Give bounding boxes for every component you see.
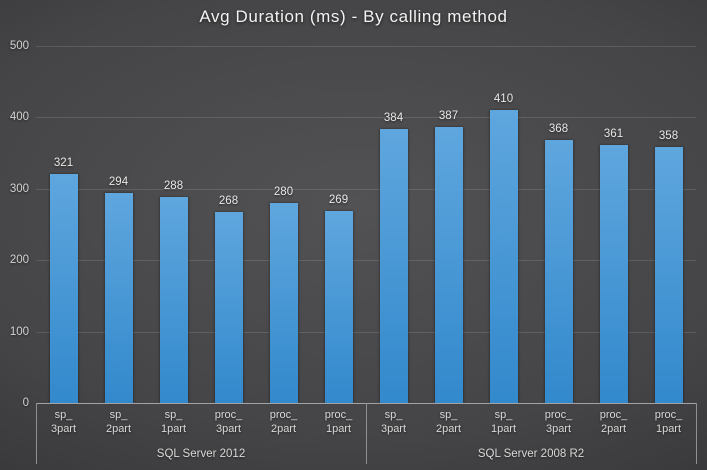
category-label: proc_ 3part [531,408,586,436]
plot-area: 321 294 288 268 280 269 384 387 410 368 361 358 [36,46,696,403]
category-label-line2: 1part [490,423,517,435]
category-label: sp_ 1part [146,408,201,436]
category-label: sp_ 2part [91,408,146,436]
bar-value-label: 269 [328,193,349,206]
category-label-line2: 1part [325,423,352,435]
y-tick-label: 100 [9,325,29,338]
axis-separator-line [36,403,37,464]
y-tick-label: 0 [22,397,29,409]
category-label: sp_ 1part [476,408,531,436]
category-label: proc_ 2part [256,408,311,436]
bar-value-label: 361 [603,128,624,141]
bar-series: 321 294 288 268 280 269 384 387 410 368 361 358 [36,46,696,403]
category-label: proc_ 1part [311,408,366,436]
group-label: SQL Server 2008 R2 [477,448,585,460]
category-label-line2: 3part [545,423,572,435]
axis-separator-line [696,403,697,464]
category-label-line1: proc_ [544,409,573,421]
bar: 387 [434,110,463,403]
y-tick-label: 200 [9,254,29,267]
bar-slot: 358 [641,46,696,403]
category-label-line1: sp_ [164,409,183,421]
bar: 358 [654,130,683,403]
category-label-line1: sp_ [54,409,73,421]
category-label-line1: sp_ [109,409,128,421]
bar: 280 [269,186,298,403]
category-label-line1: proc_ [269,409,298,421]
chart-title: Avg Duration (ms) - By calling method [199,7,508,26]
category-label-line2: 1part [160,423,187,435]
category-label-line2: 2part [600,423,627,435]
bar-slot: 268 [201,46,256,403]
y-tick-label: 400 [9,111,29,124]
bar-value-label: 321 [53,156,74,169]
bar: 268 [214,195,243,403]
category-label-line2: 3part [380,423,407,435]
gridline [36,117,696,118]
bar: 361 [599,128,628,403]
category-label-line1: proc_ [599,409,628,421]
bar-value-label: 384 [383,111,404,124]
category-label-line1: sp_ [494,409,513,421]
bar-slot: 321 [36,46,91,403]
category-label-line1: proc_ [654,409,683,421]
gridline [36,260,696,261]
bar: 294 [104,176,133,403]
bar-value-label: 410 [493,93,514,106]
bar-slot: 410 [476,46,531,403]
axis-separator-line [366,403,367,464]
bar: 368 [544,123,573,403]
category-label-line2: 3part [50,423,77,435]
category-label: sp_ 3part [366,408,421,436]
bar-value-label: 288 [163,180,184,193]
y-axis-labels: 0 100 200 300 400 500 [0,40,29,409]
bar-value-label: 294 [108,176,129,189]
bar: 269 [324,194,353,403]
category-label-line1: sp_ [439,409,458,421]
category-label: proc_ 2part [586,408,641,436]
category-label-line2: 1part [655,423,682,435]
category-label-line1: sp_ [384,409,403,421]
bar: 321 [49,157,78,403]
bar-slot: 361 [586,46,641,403]
bar-value-label: 358 [658,130,679,143]
bar-value-label: 280 [273,186,294,199]
category-label-line2: 2part [105,423,132,435]
bar-slot: 384 [366,46,421,403]
gridline [36,46,696,47]
bar-slot: 294 [91,46,146,403]
bar-slot: 269 [311,46,366,403]
group-label: SQL Server 2012 [156,448,246,460]
category-axis-labels: sp_ 3part sp_ 2part sp_ 1part proc_ 3part proc_ 2… [36,408,696,436]
y-tick-label: 300 [9,182,29,195]
category-label: sp_ 3part [36,408,91,436]
bar-slot: 280 [256,46,311,403]
category-label: proc_ 1part [641,408,696,436]
category-label-line2: 2part [270,423,297,435]
category-label-line2: 2part [435,423,462,435]
bar: 288 [159,180,188,403]
bar-value-label: 387 [438,109,459,122]
category-label-line1: proc_ [214,409,243,421]
gridline [36,189,696,190]
category-label-line1: proc_ [324,409,353,421]
bar: 410 [489,93,518,403]
bar-slot: 288 [146,46,201,403]
bar-slot: 387 [421,46,476,403]
gridline [36,332,696,333]
y-tick-label: 500 [9,40,29,52]
bar: 384 [379,112,408,403]
group-axis-labels: SQL Server 2012 SQL Server 2008 R2 [36,447,696,461]
bar-slot: 368 [531,46,586,403]
category-label: sp_ 2part [421,408,476,436]
category-label-line2: 3part [215,423,242,435]
bar-value-label: 268 [218,194,239,207]
bar-value-label: 368 [548,123,569,136]
category-label: proc_ 3part [201,408,256,436]
